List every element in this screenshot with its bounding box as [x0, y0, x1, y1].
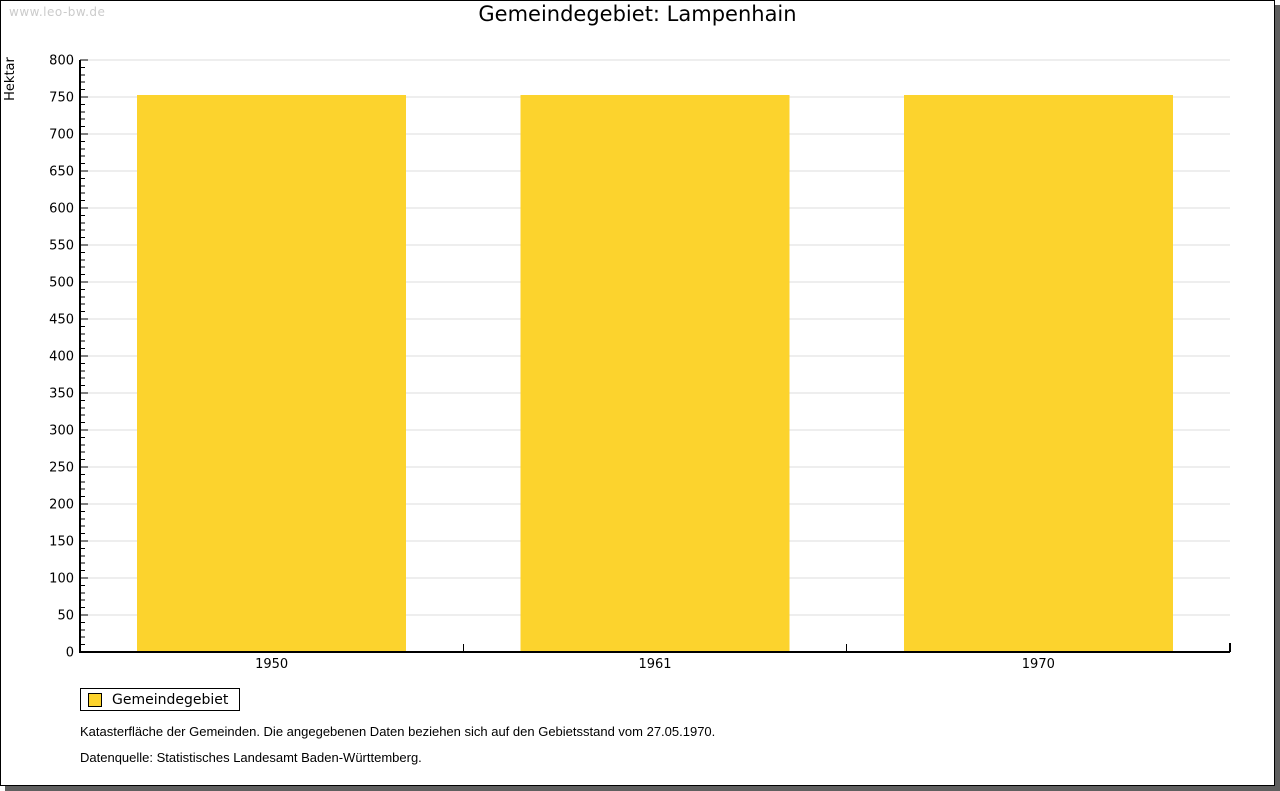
y-axis-label: Hektar [3, 56, 18, 100]
legend-swatch [88, 692, 102, 707]
page-title: Gemeindegebiet: Lampenhain [478, 2, 797, 26]
y-tick-label: 700 [49, 128, 74, 143]
y-tick-label: 450 [49, 313, 74, 328]
y-tick-label: 650 [49, 165, 74, 180]
bar-1961 [520, 94, 790, 653]
x-tick-label: 1950 [255, 657, 288, 672]
legend: Gemeindegebiet [80, 688, 241, 711]
x-tick-label: 1970 [1022, 657, 1055, 672]
y-tick-label: 350 [49, 387, 74, 402]
y-tick-label: 550 [49, 239, 74, 254]
watermark: www.leo-bw.de [9, 5, 106, 19]
footnote-source: Datenquelle: Statistisches Landesamt Bad… [80, 750, 422, 765]
legend-label: Gemeindegebiet [112, 691, 229, 708]
y-tick-label: 150 [49, 535, 74, 550]
bar-1970 [903, 94, 1173, 653]
y-tick-label: 400 [49, 350, 74, 365]
y-tick-label: 200 [49, 498, 74, 513]
y-tick-label: 800 [49, 54, 74, 69]
bar-1950 [137, 94, 407, 653]
x-tick-label: 1961 [638, 657, 671, 672]
y-tick-label: 50 [57, 609, 74, 624]
y-tick-label: 500 [49, 276, 74, 291]
y-tick-label: 100 [49, 572, 74, 587]
y-tick-label: 300 [49, 424, 74, 439]
y-tick-label: 750 [49, 91, 74, 106]
y-tick-label: 250 [49, 461, 74, 476]
y-tick-label: 0 [66, 646, 74, 661]
footnote-description: Katasterfläche der Gemeinden. Die angege… [80, 724, 716, 739]
y-tick-label: 600 [49, 202, 74, 217]
